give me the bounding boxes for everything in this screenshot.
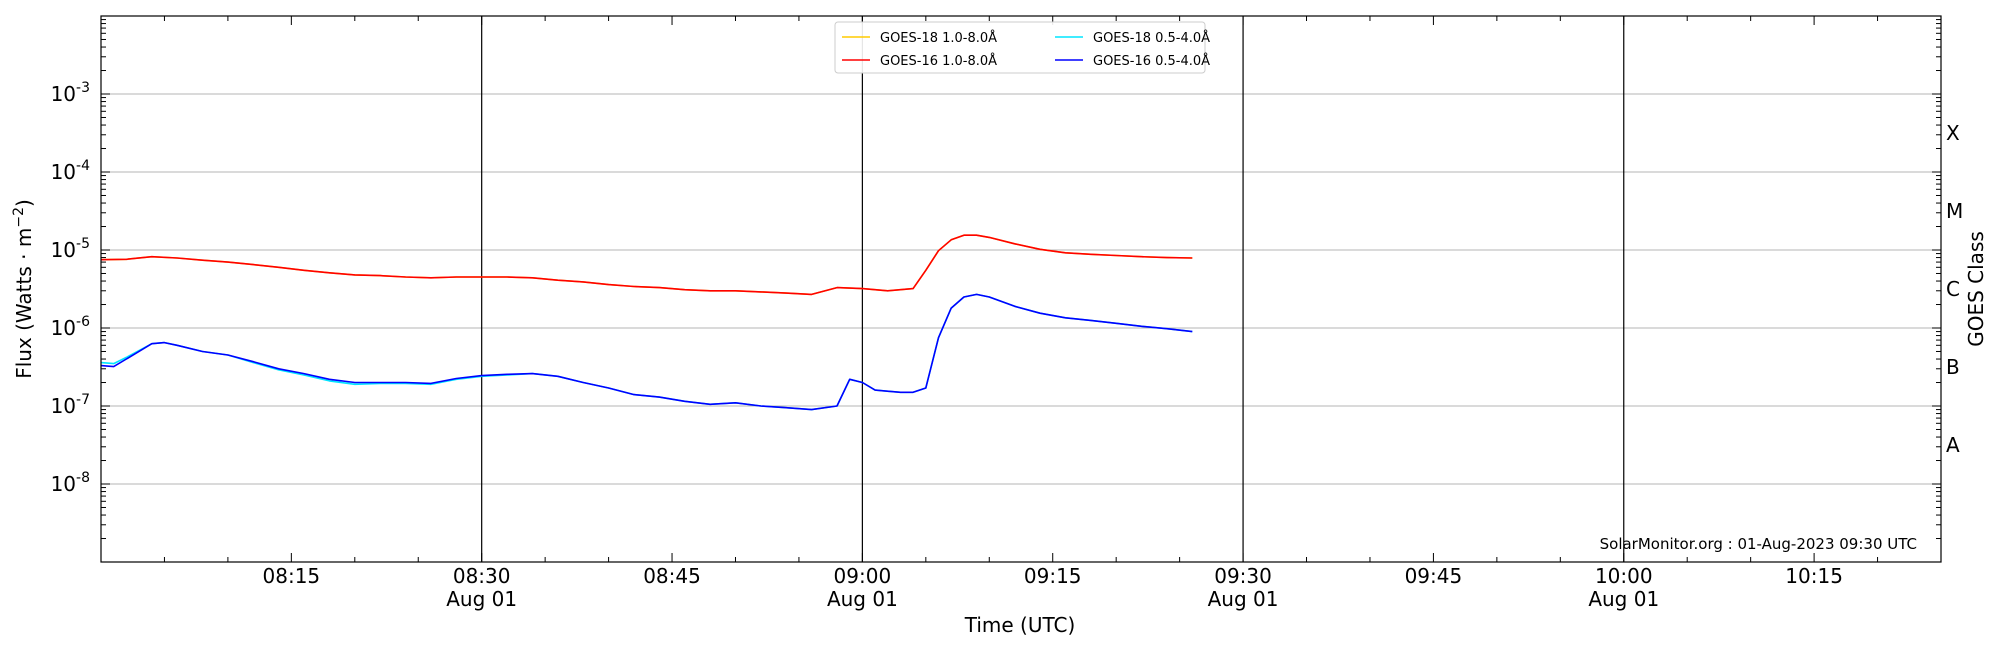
x-axis-title: Time (UTC): [964, 613, 1076, 637]
y-tick-label-0: 10-3: [51, 80, 90, 106]
legend: GOES-18 1.0-8.0Å GOES-18 0.5-4.0Å GOES-16 …: [834, 21, 1210, 74]
x-tick-label-3: 09:00: [834, 564, 892, 588]
y-tick-label-4: 10-7: [51, 392, 90, 418]
x-tick-label-2: 08:45: [643, 564, 701, 588]
x-tick-label-7: 10:00: [1595, 564, 1653, 588]
goes-class-label-1: M: [1946, 199, 1963, 223]
y-axis-title-exponent: −2: [11, 207, 27, 228]
goes-class-labels: X M C B A: [1946, 121, 1963, 457]
y-tick-label-2: 10-5: [51, 236, 90, 262]
y-tick-base-2: 10: [51, 238, 76, 262]
x-tick-date-7: Aug 01: [1588, 587, 1659, 611]
y-tick-exponent-0: -3: [76, 80, 90, 96]
y-tick-base-4: 10: [51, 394, 76, 418]
y-tick-label-1: 10-4: [51, 158, 91, 184]
y-tick-label-3: 10-6: [51, 314, 91, 340]
y-tick-base-1: 10: [51, 160, 76, 184]
series-line-2: [100, 234, 1193, 296]
grid-layer: [101, 93, 1941, 485]
legend-label-2: GOES-16 1.0-8.0Å: [880, 53, 997, 69]
plot-frame: [100, 15, 1942, 563]
x-tick-label-5: 09:30: [1214, 564, 1272, 588]
y-tick-base-3: 10: [51, 316, 76, 340]
series-line-1: [100, 293, 1193, 411]
y-axis-title-text: Flux (Watts · m: [12, 228, 36, 379]
x-tick-label-8: 10:15: [1785, 564, 1843, 588]
legend-label-1: GOES-18 0.5-4.0Å: [1093, 30, 1210, 46]
y-tick-exponent-1: -4: [76, 158, 90, 174]
y-tick-exponent-3: -6: [76, 314, 90, 330]
minor-ticks: [100, 16, 1942, 563]
legend-label-3: GOES-16 0.5-4.0Å: [1093, 53, 1210, 69]
goes-class-label-0: X: [1946, 121, 1960, 145]
goes-class-label-2: C: [1946, 277, 1960, 301]
legend-label-0: GOES-18 1.0-8.0Å: [880, 30, 997, 46]
series-layer: [100, 234, 1193, 411]
y-tick-base-0: 10: [51, 82, 76, 106]
day-separator-lines: [481, 16, 1625, 562]
y-tick-exponent-4: -7: [76, 392, 90, 408]
x-tick-label-1: 08:30: [453, 564, 511, 588]
x-tick-date-3: Aug 01: [827, 587, 898, 611]
y2-axis-title: GOES Class: [1964, 231, 1988, 347]
series-line-0: [100, 234, 1193, 296]
x-tick-date-1: Aug 01: [446, 587, 517, 611]
y-tick-label-5: 10-8: [51, 470, 90, 496]
y-axis-title: Flux (Watts · m−2): [11, 199, 36, 379]
goes-class-label-4: A: [1946, 433, 1960, 457]
y-tick-exponent-2: -5: [76, 236, 90, 252]
goes-class-label-3: B: [1946, 355, 1960, 379]
y-tick-base-5: 10: [51, 472, 76, 496]
x-tick-date-5: Aug 01: [1208, 587, 1279, 611]
x-tick-label-4: 09:15: [1024, 564, 1082, 588]
y-tick-exponent-5: -8: [76, 470, 90, 486]
series-line-3: [100, 293, 1193, 411]
y-axis-ticks: 10-310-410-510-610-710-8: [51, 80, 91, 496]
y-axis-title-close: ): [12, 199, 36, 207]
credit-text: SolarMonitor.org : 01-Aug-2023 09:30 UTC: [1600, 535, 1917, 553]
legend-entries: GOES-18 1.0-8.0Å GOES-18 0.5-4.0Å GOES-16 …: [842, 30, 1210, 69]
legend-box: [834, 21, 1206, 74]
x-tick-label-6: 09:45: [1405, 564, 1463, 588]
x-tick-label-0: 08:15: [263, 564, 321, 588]
